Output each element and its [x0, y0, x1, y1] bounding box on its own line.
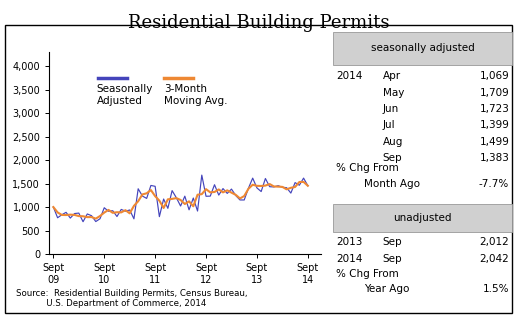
Text: Aug: Aug	[383, 137, 403, 147]
Text: Sep: Sep	[383, 153, 402, 163]
Text: unadjusted: unadjusted	[393, 213, 452, 223]
Text: Source:  Residential Building Permits, Census Bureau,
           U.S. Department: Source: Residential Building Permits, Ce…	[16, 289, 247, 308]
Text: 2013: 2013	[336, 237, 362, 247]
Text: May: May	[383, 88, 404, 98]
Text: 2014: 2014	[336, 254, 362, 264]
Text: Jun: Jun	[383, 104, 399, 114]
Text: 1,383: 1,383	[479, 153, 509, 163]
Text: seasonally adjusted: seasonally adjusted	[371, 43, 475, 53]
Text: 2,042: 2,042	[479, 254, 509, 264]
Text: Month Ago: Month Ago	[364, 179, 420, 189]
Text: 1,069: 1,069	[479, 71, 509, 81]
Text: Seasonally
Adjusted: Seasonally Adjusted	[97, 84, 153, 106]
Text: Sep: Sep	[383, 254, 402, 264]
Text: 2014: 2014	[336, 71, 362, 81]
Text: % Chg From: % Chg From	[336, 163, 399, 173]
Text: -7.7%: -7.7%	[479, 179, 509, 189]
Text: 1,499: 1,499	[479, 137, 509, 147]
Text: Apr: Apr	[383, 71, 401, 81]
Text: Sep: Sep	[383, 237, 402, 247]
Text: % Chg From: % Chg From	[336, 269, 399, 279]
Text: 1.5%: 1.5%	[483, 284, 509, 294]
Text: Residential Building Permits: Residential Building Permits	[128, 14, 389, 32]
Text: 1,723: 1,723	[479, 104, 509, 114]
Text: 1,709: 1,709	[479, 88, 509, 98]
Text: Year Ago: Year Ago	[364, 284, 410, 294]
Text: Jul: Jul	[383, 120, 395, 131]
Text: 2,012: 2,012	[479, 237, 509, 247]
Text: 1,399: 1,399	[479, 120, 509, 131]
Text: 3-Month
Moving Avg.: 3-Month Moving Avg.	[164, 84, 228, 106]
